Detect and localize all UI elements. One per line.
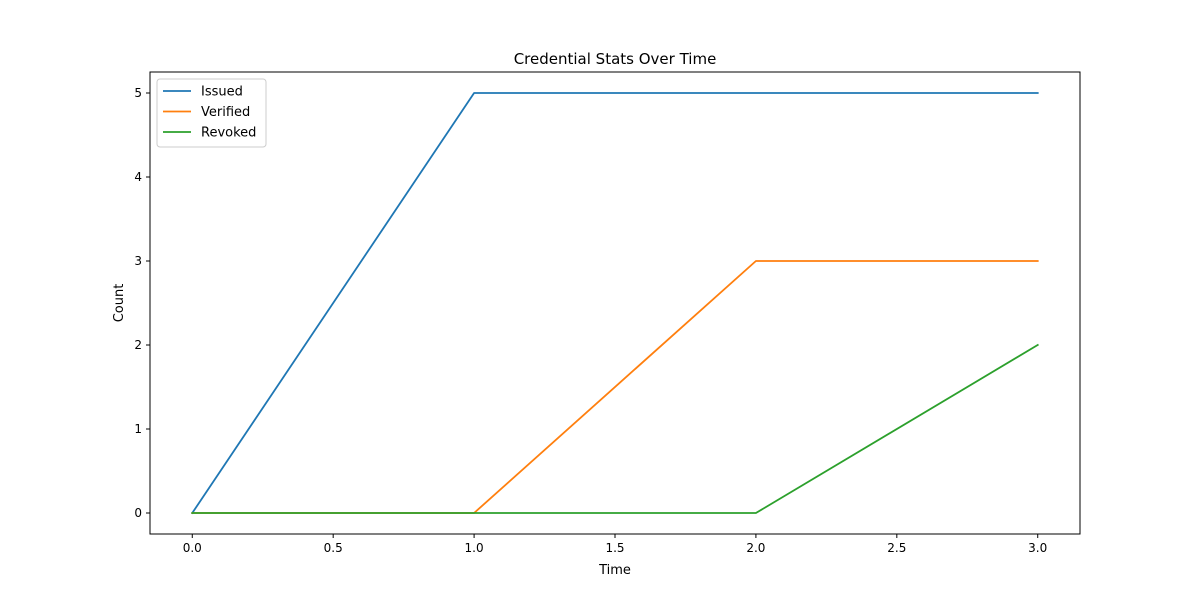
chart-title: Credential Stats Over Time bbox=[514, 50, 717, 68]
x-tick-label: 2.5 bbox=[887, 541, 906, 555]
legend: Issued Verified Revoked bbox=[156, 78, 267, 148]
series-lines bbox=[191, 92, 1039, 515]
series-line-issued bbox=[191, 92, 1039, 515]
legend-box bbox=[156, 78, 267, 148]
x-tick-label: 2.0 bbox=[746, 541, 765, 555]
y-tick-label: 3 bbox=[134, 254, 142, 268]
y-tick-label: 5 bbox=[134, 86, 142, 100]
legend-label-issued: Issued bbox=[201, 85, 243, 100]
legend-label-revoked: Revoked bbox=[201, 126, 256, 141]
x-tick-label: 3.0 bbox=[1028, 541, 1047, 555]
x-axis-label: Time bbox=[598, 563, 631, 578]
x-tick-label: 0.0 bbox=[183, 541, 202, 555]
y-tick-label: 0 bbox=[134, 506, 142, 520]
y-axis: 0 1 2 3 4 5 bbox=[134, 86, 150, 520]
x-tick-label: 1.0 bbox=[465, 541, 484, 555]
y-tick-label: 4 bbox=[134, 170, 142, 184]
y-axis-label: Count bbox=[112, 284, 127, 323]
y-tick-label: 2 bbox=[134, 338, 142, 352]
x-tick-label: 0.5 bbox=[324, 541, 343, 555]
x-axis: 0.0 0.5 1.0 1.5 2.0 2.5 3.0 bbox=[183, 534, 1047, 555]
y-tick-label: 1 bbox=[134, 422, 142, 436]
legend-label-verified: Verified bbox=[201, 105, 250, 120]
series-line-revoked bbox=[191, 343, 1039, 514]
x-tick-label: 1.5 bbox=[605, 541, 624, 555]
